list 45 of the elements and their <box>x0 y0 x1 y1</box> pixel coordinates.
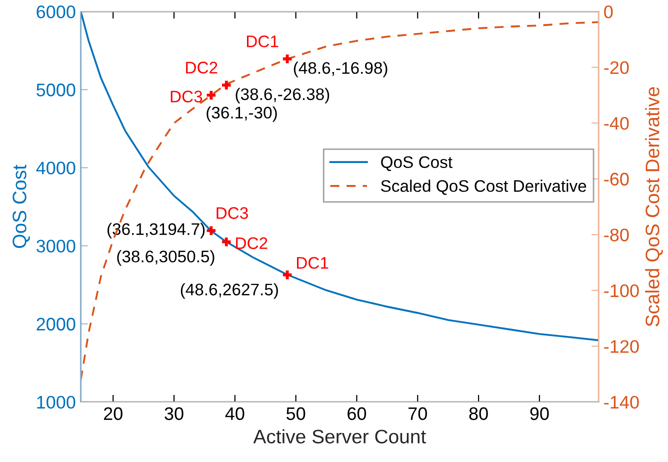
point <box>222 80 231 90</box>
point <box>282 270 292 280</box>
x-tick-label: 80 <box>469 407 488 420</box>
x-tick-label: 50 <box>286 407 306 420</box>
annotation: DC1 <box>246 35 278 48</box>
x-axis-title: Active Server Count <box>253 429 426 444</box>
annotation: DC2 <box>236 237 268 250</box>
y2-axis-title: Scaled QoS Cost Derivative <box>645 87 663 326</box>
x-tick-label: 40 <box>225 407 244 420</box>
x-tick-label: 70 <box>408 407 427 420</box>
y2-tick-label: -20 <box>604 61 629 74</box>
point <box>222 237 231 246</box>
y2-tick-label: -60 <box>604 172 629 186</box>
y-tick-label: 1000 <box>37 396 76 409</box>
point <box>206 90 216 100</box>
y2-tick-label: -120 <box>604 340 639 353</box>
y-tick-label: 3000 <box>36 240 76 253</box>
annotation: DC2 <box>186 62 218 74</box>
x-tick-label: 60 <box>348 407 366 420</box>
y2-tick-label: -40 <box>604 117 629 130</box>
y2-tick-label: 0 <box>604 5 613 18</box>
annotation: (38.6,-26.38) <box>236 88 330 104</box>
annotation: (36.1,3194.7) <box>108 222 205 238</box>
point <box>282 54 292 64</box>
y2-tick-label: -100 <box>604 284 639 298</box>
y2-tick-label: -80 <box>604 228 629 242</box>
annotation: DC3 <box>216 207 248 219</box>
point <box>206 226 216 235</box>
y-tick-label: 4000 <box>36 162 76 174</box>
y-tick-label: 2000 <box>36 318 76 331</box>
x-tick-label: 20 <box>104 407 122 420</box>
annotation: DC1 <box>297 256 328 269</box>
annotation: (48.6,2627.5) <box>180 283 278 299</box>
y-tick-label: 5000 <box>36 84 76 96</box>
y-tick-label: 6000 <box>36 5 76 18</box>
y-axis-title: QoS Cost <box>12 164 30 248</box>
y2-tick-label: -140 <box>604 396 639 409</box>
annotation: (36.1,-30) <box>206 106 277 122</box>
x-tick-label: 30 <box>164 407 184 420</box>
legend-label: QoS Cost <box>381 156 452 172</box>
annotation: (48.6,-16.98) <box>294 62 388 78</box>
annotation: DC3 <box>170 90 202 102</box>
legend-label: Scaled QoS Cost Derivative <box>381 180 586 195</box>
x-tick-label: 90 <box>530 407 549 420</box>
annotation: (38.6,3050.5) <box>117 250 214 266</box>
